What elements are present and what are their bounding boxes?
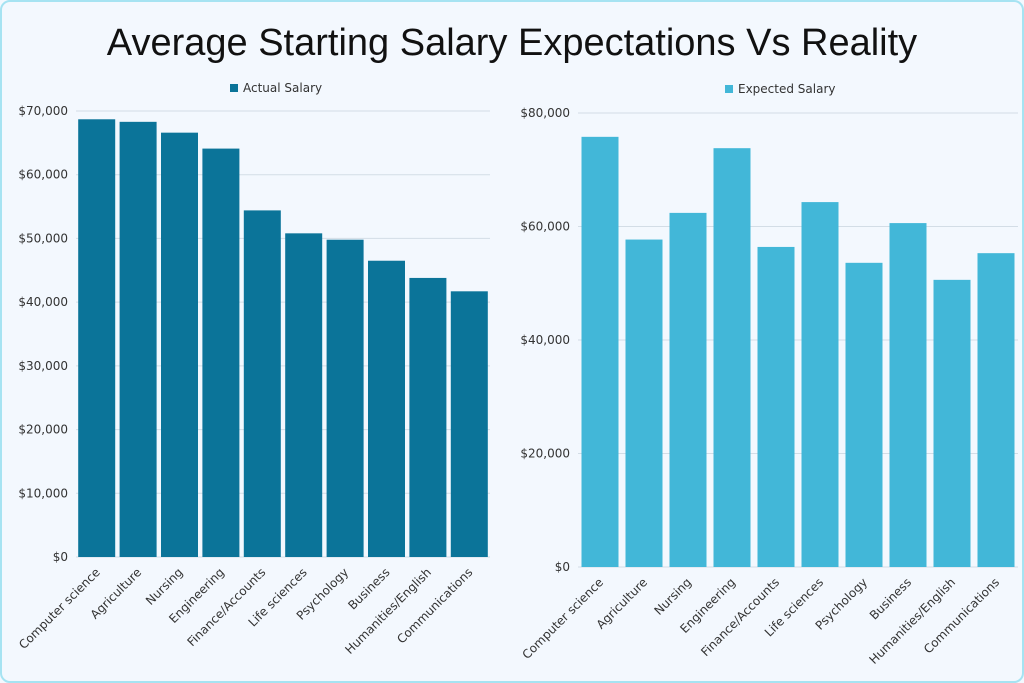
bar	[119, 121, 157, 558]
bar	[78, 119, 116, 557]
bar	[368, 260, 405, 557]
bar	[450, 291, 488, 557]
y-tick-label: $50,000	[18, 231, 68, 245]
x-tick-label: Humanities/English	[866, 575, 958, 667]
legend-swatch	[725, 85, 733, 93]
y-tick-label: $30,000	[18, 359, 68, 373]
x-tick-label: Computer science	[519, 575, 606, 662]
x-tick-label: Nursing	[651, 575, 694, 618]
bar	[845, 262, 883, 567]
chart-title: Average Starting Salary Expectations Vs …	[106, 22, 918, 64]
x-tick-label: Communications	[921, 575, 1002, 656]
y-tick-label: $10,000	[18, 486, 68, 500]
x-tick-label: Finance/Accounts	[698, 575, 782, 659]
x-tick-label: Finance/Accounts	[185, 565, 269, 649]
bar	[801, 202, 839, 567]
legend-swatch	[230, 84, 238, 92]
bar	[713, 148, 751, 567]
bar	[757, 246, 795, 567]
legend-label: Expected Salary	[738, 82, 836, 96]
y-tick-label: $0	[53, 550, 68, 564]
bar	[202, 148, 240, 557]
y-tick-label: $60,000	[520, 220, 570, 234]
bar	[285, 233, 323, 557]
bar	[977, 253, 1015, 568]
y-tick-label: $0	[555, 560, 570, 574]
bar	[326, 239, 364, 557]
bar	[625, 239, 663, 568]
y-tick-label: $40,000	[18, 295, 68, 309]
y-tick-label: $60,000	[18, 168, 68, 182]
bar	[933, 279, 971, 567]
bar	[669, 212, 707, 567]
bar	[409, 277, 447, 557]
y-tick-label: $20,000	[18, 423, 68, 437]
bar	[889, 223, 927, 567]
legend-label: Actual Salary	[243, 81, 322, 95]
x-tick-label: Nursing	[143, 565, 186, 608]
bar	[581, 136, 619, 567]
y-tick-label: $40,000	[520, 333, 570, 347]
bar	[161, 132, 198, 558]
y-tick-label: $20,000	[520, 447, 570, 461]
y-tick-label: $70,000	[18, 104, 68, 118]
y-tick-label: $80,000	[520, 106, 570, 120]
x-tick-label: Communications	[394, 565, 475, 646]
bar	[243, 210, 281, 557]
